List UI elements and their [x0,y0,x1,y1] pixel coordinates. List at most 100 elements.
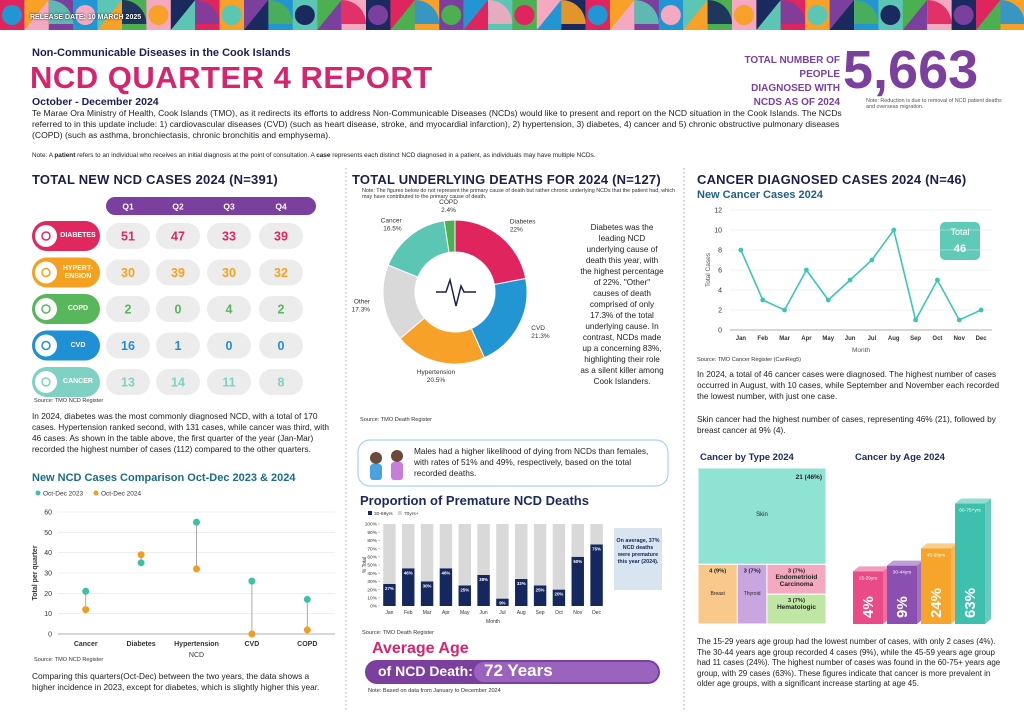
bar-segment [590,524,603,545]
bar-category: 45-59yrs [927,552,946,558]
banner-shape [24,0,49,30]
point [248,630,256,638]
banner-shape [902,0,928,30]
point [738,247,744,253]
cell-value: 32 [274,266,288,280]
bar [921,548,951,624]
slice-label: Cancer [381,218,403,225]
y-tick-label: 20 [44,591,52,598]
total-label: TOTAL NUMBER OF PEOPLE DIAGNOSED WITH NC… [744,55,840,108]
x-tick-label: Apr [801,336,812,342]
cell-value: 8 [278,376,285,390]
cell-value: 1 [175,339,182,353]
column-header: Q2 [172,202,184,212]
x-tick-label: Jan [385,610,393,616]
row-icon [35,334,57,357]
x-axis-label: Month [852,347,870,354]
total-label: Total [950,227,969,237]
intro: Te Marae Ora Ministry of Health, Cook Is… [32,108,842,140]
y-tick-label: 4 [718,288,722,295]
point [913,317,918,323]
row-label: COPD [67,305,89,312]
bar-label: 24% [928,588,945,618]
cell-value: 16 [121,339,135,353]
banner-shape [170,0,196,30]
row-icon [35,371,57,393]
x-tick-label: Apr [442,610,450,616]
total-note: Note: Reduction is due to removal of NCD… [866,98,1002,110]
banner-shape [880,5,901,25]
banner-shape [221,5,242,25]
legend-label: 30-69yrs [374,511,393,517]
note-box [614,528,662,590]
age-label: of NCD Death: [378,663,473,679]
banner-shape [148,5,169,25]
bar-label: 9% [894,596,911,618]
legend-marker [368,511,372,515]
cell-value: 3 (7%) [744,568,761,574]
point [193,518,200,526]
cell [106,296,150,322]
row-icon-dot [41,377,51,387]
cell [156,369,200,395]
x-tick-label: Aug [888,336,900,342]
note: Note: Based on data from January to Dece… [368,688,501,694]
table-header [106,197,316,215]
y-tick-label: 12 [714,208,722,215]
bar [955,503,985,624]
row-icon [35,225,57,247]
age-pill-inner [474,662,658,682]
bar [853,571,883,624]
line [740,228,982,323]
legend-label: Oct-Dec 2023 [43,491,83,498]
callout-box [357,439,669,487]
y-tick-label: 0 [718,328,722,335]
cell-value: 30 [121,266,135,280]
slice-label: Diabetes [510,219,536,226]
banner-shape [75,5,96,25]
note-term: case [316,152,331,159]
banner-shape [122,0,147,24]
cell-value: 13 [121,376,135,390]
banner-shape [953,5,974,25]
y-tick-label: 0% [370,604,378,610]
chart-title: New NCD Cases Comparison Oct-Dec 2023 & … [32,472,296,484]
donut-slice [470,277,528,359]
bar-segment [383,524,396,584]
cell-value: 14 [171,376,185,390]
banner-shape [488,0,513,24]
banner-shape [390,0,415,30]
person-icon [391,462,403,480]
bar-label: 4% [860,596,877,618]
cell-value: 30 [222,266,236,280]
y-tick-label: 10 [714,228,722,235]
person-icon [370,464,382,480]
legend-marker [93,490,99,496]
cell [259,332,303,359]
bar-category: 60-75+yrs [959,508,981,514]
source: Source: TMO Death Register [362,630,435,636]
bar-segment [477,574,490,606]
section-title: TOTAL UNDERLYING DEATHS FOR 2024 (N=127) [352,172,661,187]
note-text: represents each distinct NCD diagnosed i… [330,152,596,159]
bar-category: 30-44yrs [893,570,912,576]
note: Note: A patient refers to an individual … [32,152,912,159]
cell-value: 0 [278,339,285,353]
x-axis-label: Month [486,619,500,625]
bar-label: 46% [442,570,451,575]
subtitle: Non-Communicable Diseases in the Cook Is… [32,47,291,59]
cell-value: 4 [226,303,233,317]
x-tick-label: COPD [297,641,317,648]
x-tick-label: Aug [517,610,526,616]
bar-label: 25% [460,588,469,593]
banner-shape [683,0,708,30]
banner-shape [368,5,388,25]
point [193,565,200,573]
banner-shape [317,0,342,30]
point [137,551,145,559]
cell-value: 3 (7%) [788,598,805,604]
banner-shape [2,5,22,25]
cell [207,296,251,322]
banner-shape [414,0,440,24]
